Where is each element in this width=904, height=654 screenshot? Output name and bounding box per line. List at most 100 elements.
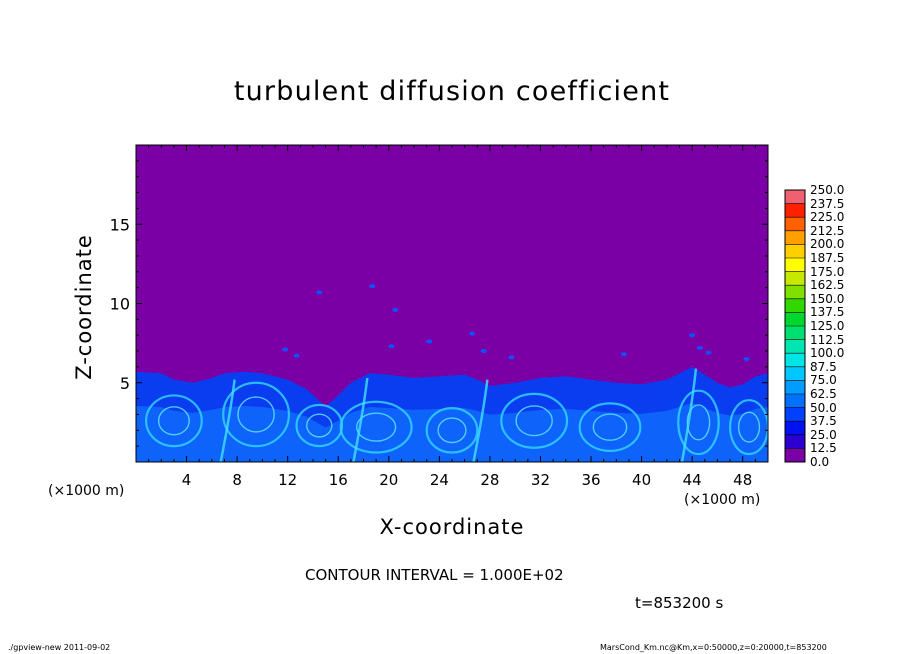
colorbar-swatch — [785, 434, 805, 449]
colorbar-level-label: 200.0 — [810, 237, 845, 252]
x-tick-label: 4 — [182, 471, 192, 489]
colorbar-level-label: 150.0 — [810, 291, 845, 306]
footer-right: MarsCond_Km.nc@Km,x=0:50000,z=0:20000,t=… — [600, 643, 827, 652]
colorbar-swatch — [785, 258, 805, 272]
detached-eddy — [469, 331, 476, 336]
detached-eddy — [392, 307, 399, 312]
colorbar-swatch — [785, 326, 805, 340]
eddy-swirl — [295, 403, 344, 448]
colorbar-level-label: 25.0 — [810, 427, 837, 442]
colorbar-swatch — [785, 380, 805, 394]
inner-band — [136, 403, 768, 462]
colorbar-level-label: 12.5 — [810, 441, 837, 456]
x-tick-label: 16 — [329, 471, 348, 489]
eddy-swirl-inner — [686, 404, 711, 441]
colorbar-level-label: 50.0 — [810, 400, 837, 415]
y-tick-label: 10 — [110, 295, 130, 314]
x-tick-label: 48 — [733, 471, 752, 489]
eddy-swirl — [500, 392, 569, 449]
colorbar-swatch — [785, 190, 805, 204]
x-tick-label: 36 — [581, 471, 600, 489]
colorbar-swatch — [785, 271, 805, 286]
colorbar-swatch — [785, 312, 805, 326]
updraft-plume — [680, 368, 698, 462]
colorbar-swatch — [785, 394, 805, 408]
detached-eddy — [369, 284, 376, 289]
colorbar-level-label: 237.5 — [810, 196, 845, 211]
colorbar-level-label: 162.5 — [810, 278, 845, 293]
detached-eddy — [705, 350, 712, 355]
colorbar-swatch — [785, 407, 805, 422]
y-tick-label: 5 — [120, 374, 130, 393]
colorbar-level-label: 0.0 — [810, 455, 830, 469]
eddy-swirl-inner — [437, 417, 467, 444]
colorbar-swatch — [785, 339, 805, 354]
detached-eddy — [426, 339, 433, 344]
detached-eddy — [388, 344, 395, 349]
colorbar-level-label: 137.5 — [810, 305, 845, 320]
colorbar-swatch — [785, 366, 805, 381]
detached-eddy — [508, 355, 515, 360]
x-unit-label-right: (×1000 m) — [684, 492, 761, 508]
y-axis-label: Z-coordinate — [72, 234, 96, 380]
eddy-swirl-inner — [157, 406, 190, 436]
detached-eddy — [696, 345, 703, 350]
colorbar-level-label: 175.0 — [810, 264, 845, 279]
updraft-plume — [472, 379, 489, 462]
chart-title: turbulent diffusion coefficient — [233, 76, 671, 107]
eddy-swirl-inner — [237, 396, 275, 433]
eddy-swirl-inner — [306, 413, 333, 438]
eddy-swirl-inner — [592, 413, 628, 441]
x-tick-label: 20 — [379, 471, 398, 489]
colorbar-swatch — [785, 217, 805, 231]
x-tick-label: 28 — [480, 471, 499, 489]
x-tick-label: 12 — [278, 471, 297, 489]
eddy-swirl — [339, 400, 413, 454]
detached-eddy — [620, 352, 627, 357]
x-axis-label: X-coordinate — [379, 515, 525, 539]
eddy-swirl — [145, 394, 203, 448]
colorbar-swatch — [785, 298, 805, 313]
colorbar-level-label: 225.0 — [810, 210, 845, 225]
x-tick-label: 24 — [430, 471, 449, 489]
updraft-plume — [352, 377, 369, 462]
eddy-swirl — [677, 389, 720, 456]
detached-eddy — [316, 290, 323, 295]
colorbar-swatch — [785, 285, 805, 299]
colorbar-swatch — [785, 353, 805, 367]
detached-eddy — [480, 349, 487, 354]
colorbar-swatch — [785, 448, 805, 462]
time-label: t=853200 s — [635, 594, 724, 612]
colorbar-level-label: 112.5 — [810, 332, 845, 347]
detached-eddy — [689, 333, 696, 338]
x-tick-label: 44 — [683, 471, 702, 489]
contour-interval: CONTOUR INTERVAL = 1.000E+02 — [305, 566, 564, 584]
eddy-swirl-inner — [737, 411, 761, 443]
colorbar-level-label: 75.0 — [810, 373, 837, 388]
eddy-swirl — [578, 402, 642, 453]
updraft-plume — [219, 379, 236, 462]
detached-eddy — [743, 356, 750, 361]
colorbar-swatch — [785, 230, 805, 245]
colorbar-level-label: 87.5 — [810, 359, 837, 374]
eddy-swirl-inner — [515, 405, 553, 437]
x-unit-label-left: (×1000 m) — [48, 483, 125, 499]
detached-eddy — [282, 347, 289, 352]
eddy-swirl — [425, 407, 479, 454]
colorbar-level-label: 100.0 — [810, 346, 845, 361]
colorbar-level-label: 250.0 — [810, 183, 845, 197]
colorbar-level-label: 62.5 — [810, 387, 837, 401]
eddy-swirl-inner — [355, 412, 397, 442]
colorbar-level-label: 125.0 — [810, 319, 845, 333]
eddy-swirl — [222, 381, 291, 448]
detached-eddy — [293, 353, 300, 358]
footer-left: ./gpview-new 2011-09-02 — [8, 643, 111, 652]
colorbar-level-label: 187.5 — [810, 251, 845, 265]
colorbar-level-label: 212.5 — [810, 223, 845, 238]
turbulent-layer — [136, 284, 768, 462]
x-tick-label: 32 — [531, 471, 550, 489]
colorbar-swatch — [785, 203, 805, 218]
colorbar-swatch — [785, 421, 805, 435]
